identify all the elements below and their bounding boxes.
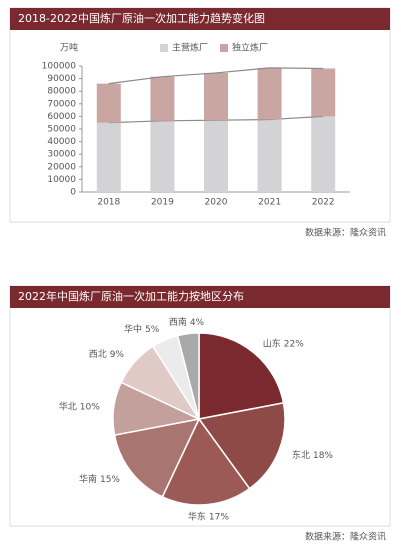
pie-slice xyxy=(176,332,200,420)
x-tick-label: 2020 xyxy=(205,198,228,208)
slice-label: 华东 17% xyxy=(188,510,229,522)
legend-label: 独立炼厂 xyxy=(232,42,268,54)
y-tick-label: 20000 xyxy=(47,162,76,172)
x-tick-label: 2022 xyxy=(312,198,335,208)
chart-title: 2022年中国炼厂原油一次加工能力按地区分布 xyxy=(18,289,244,303)
x-tick-label: 2019 xyxy=(151,198,174,208)
pie-slice xyxy=(197,402,286,490)
y-tick-label: 0 xyxy=(70,188,76,198)
slice-label: 华中 5% xyxy=(124,323,160,335)
bar xyxy=(96,122,121,192)
slice-category: 西南 xyxy=(169,315,187,327)
bar xyxy=(150,76,175,121)
slice-value: 10% xyxy=(80,402,100,412)
pie-slice xyxy=(161,417,251,506)
y-tick-label: 90000 xyxy=(47,74,76,84)
slice-label: 西北 9% xyxy=(89,349,125,360)
y-tick-label: 80000 xyxy=(47,87,76,97)
slice-category: 东北 xyxy=(292,449,310,461)
pie-slice xyxy=(113,417,201,498)
bar xyxy=(257,119,282,192)
y-tick-label: 40000 xyxy=(47,137,76,147)
bar xyxy=(204,120,228,192)
slice-category: 山东 xyxy=(263,337,281,349)
slice-value: 22% xyxy=(284,339,304,349)
slice-value: 5% xyxy=(145,325,160,335)
chart-title: 2018-2022中国炼厂原油一次加工能力趋势变化图 xyxy=(18,11,265,25)
x-tick-label: 2018 xyxy=(97,198,120,208)
bar xyxy=(204,72,228,121)
y-tick-label: 60000 xyxy=(47,112,76,122)
bar xyxy=(311,116,336,192)
slice-label: 东北 18% xyxy=(292,449,333,461)
slice-value: 15% xyxy=(100,475,120,485)
source: 数据来源：隆众资讯 xyxy=(305,227,386,239)
y-tick-label: 50000 xyxy=(47,125,76,135)
legend-swatch xyxy=(220,44,228,52)
bar xyxy=(96,83,121,123)
pie-slice xyxy=(198,332,285,420)
y-tick-label: 100000 xyxy=(42,62,77,72)
slice-label: 华北 10% xyxy=(59,400,100,412)
slice-value: 17% xyxy=(209,512,229,522)
slice-value: 4% xyxy=(190,317,205,327)
source: 数据来源：隆众资讯 xyxy=(305,531,386,543)
y-label: 万吨 xyxy=(60,42,78,54)
bar xyxy=(257,67,282,120)
y-tick-label: 30000 xyxy=(47,150,76,160)
slice-category: 华中 xyxy=(124,323,142,335)
header xyxy=(10,8,390,30)
x-tick-label: 2021 xyxy=(258,198,281,208)
y-tick-label: 10000 xyxy=(47,175,76,185)
slice-label: 华南 15% xyxy=(79,473,120,485)
bar xyxy=(150,120,175,192)
slice-value: 18% xyxy=(313,451,333,461)
slice-category: 华北 xyxy=(59,400,77,412)
slice-label: 山东 22% xyxy=(263,337,304,349)
header xyxy=(10,286,390,308)
y-tick-label: 70000 xyxy=(47,99,76,109)
slice-label: 西南 4% xyxy=(169,315,205,327)
legend-label: 主营炼厂 xyxy=(172,42,208,54)
slice-category: 西北 xyxy=(89,349,107,360)
legend-swatch xyxy=(160,44,168,52)
bar xyxy=(311,68,336,117)
connector-line xyxy=(108,67,324,85)
slice-value: 9% xyxy=(110,350,125,360)
slice-category: 华东 xyxy=(188,510,206,522)
slice-category: 华南 xyxy=(79,473,97,485)
